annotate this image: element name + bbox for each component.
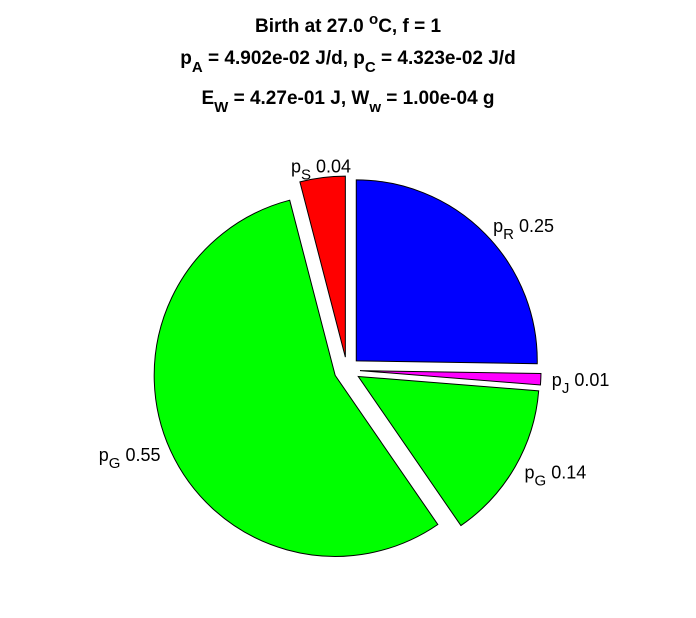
pie-slices bbox=[153, 175, 542, 557]
slice-label-symbol: p bbox=[525, 463, 535, 483]
slice-label-pG-2: pG 0.14 bbox=[525, 463, 587, 490]
slice-label-subscript: G bbox=[535, 473, 547, 490]
chart-title-line-3: EW = 4.27e-01 J, Ww = 1.00e-04 g bbox=[201, 88, 494, 116]
title-text-part: w bbox=[368, 99, 381, 116]
title-text-part: = 4.323e-02 J/d bbox=[376, 48, 516, 69]
chart-title-line-1: Birth at 27.0 oC, f = 1 bbox=[255, 11, 441, 37]
slice-label-value: 0.55 bbox=[120, 445, 160, 465]
slice-label-pJ-1: pJ 0.01 bbox=[552, 370, 610, 397]
title-text-part: p bbox=[180, 48, 192, 69]
title-text-part: W bbox=[214, 99, 229, 116]
title-text-part: E bbox=[201, 88, 214, 109]
title-text-part: A bbox=[192, 59, 203, 76]
title-text-part: o bbox=[369, 11, 378, 28]
slice-label-symbol: p bbox=[291, 157, 301, 177]
slice-label-symbol: p bbox=[552, 370, 562, 390]
pie-slice-pS-4 bbox=[299, 175, 346, 358]
slice-label-pG-3: pG 0.55 bbox=[99, 445, 161, 472]
slice-label-value: 0.14 bbox=[546, 463, 586, 483]
slice-label-subscript: R bbox=[503, 226, 514, 243]
title-text-part: Birth at 27.0 bbox=[255, 16, 369, 37]
chart-title-line-2: pA = 4.902e-02 J/d, pC = 4.323e-02 J/d bbox=[180, 48, 515, 76]
slice-label-pS-4: pS 0.04 bbox=[291, 157, 351, 184]
pie-slice-pJ-1 bbox=[359, 370, 542, 386]
pie-slice-pG-3 bbox=[153, 199, 439, 557]
slice-label-value: 0.25 bbox=[514, 216, 554, 236]
slice-label-subscript: G bbox=[109, 455, 121, 472]
slice-label-pR-0: pR 0.25 bbox=[493, 216, 554, 243]
slice-label-subscript: S bbox=[301, 167, 311, 184]
pie-slice-pR-0 bbox=[355, 179, 538, 365]
pie-slice-pG-2 bbox=[357, 375, 540, 527]
title-text-part: C, f = 1 bbox=[378, 16, 441, 37]
title-text-part: = 1.00e-04 g bbox=[381, 88, 495, 109]
slice-label-value: 0.01 bbox=[569, 370, 609, 390]
title-text-part: = 4.902e-02 J/d, p bbox=[203, 48, 365, 69]
slice-label-value: 0.04 bbox=[311, 157, 351, 177]
slice-label-symbol: p bbox=[493, 216, 503, 236]
title-text-part: C bbox=[365, 59, 376, 76]
slice-label-symbol: p bbox=[99, 445, 109, 465]
slice-label-subscript: J bbox=[562, 380, 570, 397]
title-text-part: = 4.27e-01 J, W bbox=[228, 88, 369, 109]
